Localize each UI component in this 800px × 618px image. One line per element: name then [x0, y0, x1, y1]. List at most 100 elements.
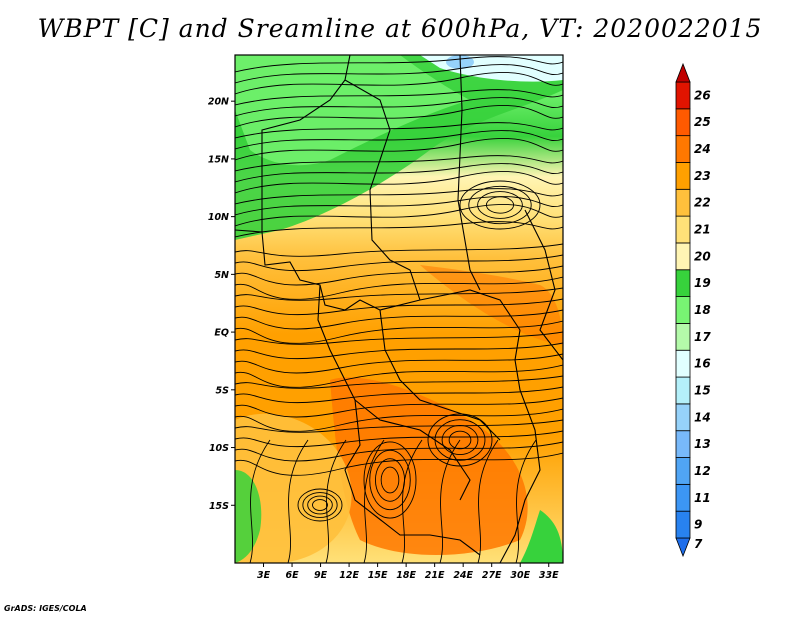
lon-tick-label: 3E — [257, 570, 271, 581]
colorbar-box — [675, 215, 691, 244]
credit-label: GrADS: IGES/COLA — [4, 604, 87, 613]
colorbar-box — [675, 62, 691, 83]
streamline — [235, 64, 563, 84]
streamline — [235, 56, 563, 73]
streamline — [235, 122, 563, 139]
streamline — [297, 488, 343, 522]
colorbar-label: 15 — [694, 383, 711, 397]
streamline — [235, 408, 563, 432]
streamline — [235, 163, 563, 183]
streamline — [369, 449, 411, 511]
lat-tick-label: 5N — [214, 270, 229, 281]
colorbar-label: 26 — [694, 88, 711, 102]
streamline — [287, 439, 309, 563]
streamline — [235, 155, 563, 172]
colorbar-label: 24 — [694, 142, 711, 156]
colorbar-label: 19 — [694, 276, 711, 290]
colorbar-label: 21 — [694, 223, 711, 237]
colorbar-box — [675, 537, 691, 558]
streamline — [434, 419, 486, 461]
streamline — [448, 430, 472, 450]
colorbar-label: 14 — [694, 410, 711, 424]
colorbar-box — [675, 457, 691, 485]
streamline — [235, 89, 563, 106]
streamline — [485, 196, 515, 214]
colorbar-label: 9 — [694, 518, 702, 532]
colorbar-label: 16 — [694, 357, 711, 371]
colorbar-box — [675, 349, 691, 378]
streamline — [235, 254, 563, 272]
lon-tick-label: 30E — [510, 570, 530, 581]
streamline — [302, 492, 338, 518]
streamline — [235, 204, 563, 227]
streamline — [477, 439, 499, 563]
colorbar-label: 20 — [694, 249, 711, 263]
streamline — [427, 413, 493, 467]
streamline — [249, 439, 271, 563]
lon-tick-label: 33E — [539, 570, 559, 581]
streamline — [235, 72, 563, 95]
lat-tick-label: EQ — [214, 328, 229, 339]
colorbar-box — [675, 81, 691, 110]
colorbar-label: 7 — [694, 537, 703, 551]
lat-tick-label: 10N — [208, 212, 229, 223]
streamline — [235, 342, 563, 360]
colorbar-box — [675, 376, 691, 405]
streamline — [235, 276, 563, 300]
streamline — [235, 353, 563, 374]
streamline — [235, 265, 563, 286]
colorbar-box — [675, 510, 691, 539]
latitude-axis: 20N 15N 10N 5N EQ 5S 10S 15S — [208, 97, 235, 512]
streamline — [439, 439, 461, 563]
streamline — [235, 320, 563, 344]
colorbar-box — [675, 269, 691, 297]
streamline — [235, 171, 563, 194]
country-borders — [235, 55, 563, 563]
map-frame — [234, 54, 564, 564]
streamline — [235, 105, 563, 128]
streamline — [477, 191, 523, 219]
colorbar-box — [675, 296, 691, 324]
colorbar-label: 23 — [694, 169, 711, 183]
colorbar-box — [675, 108, 691, 137]
colorbar-box — [675, 430, 691, 458]
streamline — [235, 331, 563, 345]
lat-tick-label: 20N — [208, 97, 229, 108]
streamline — [363, 441, 417, 519]
streamline — [235, 130, 563, 150]
lat-tick-label: 15S — [209, 501, 229, 512]
streamline — [235, 386, 563, 404]
colorbar-box — [675, 188, 691, 217]
streamline — [441, 424, 479, 456]
streamline — [468, 185, 532, 225]
streamline — [325, 439, 347, 563]
colorbar-box — [675, 242, 691, 271]
streamline — [235, 188, 563, 205]
lat-tick-label: 10S — [209, 443, 229, 454]
streamline — [312, 499, 328, 511]
chart-title: WBPT [C] and Sreamline at 600hPa, VT: 20… — [37, 14, 763, 43]
lon-tick-label: 6E — [285, 570, 299, 581]
streamline — [459, 180, 541, 230]
streamline — [235, 287, 563, 301]
lon-tick-label: 15E — [368, 570, 388, 581]
colorbar-box — [675, 323, 691, 351]
streamline — [235, 196, 563, 216]
colorbar-box — [675, 403, 691, 432]
lon-tick-label: 27E — [482, 570, 502, 581]
colorbar-label: 22 — [694, 196, 711, 210]
streamline — [515, 439, 537, 563]
streamline — [235, 364, 563, 388]
streamline — [380, 466, 400, 494]
streamline — [235, 397, 563, 418]
colorbar-box — [675, 135, 691, 163]
streamline — [235, 430, 563, 448]
longitude-axis: 3E 6E 9E 12E 15E 18E 21E 24E 27E 30E 33E — [257, 563, 559, 581]
lon-tick-label: 18E — [396, 570, 416, 581]
streamline — [307, 495, 333, 515]
streamline — [235, 97, 563, 117]
streamline — [235, 419, 563, 433]
colorbar-label: 11 — [694, 491, 711, 505]
lon-tick-label: 21E — [425, 570, 445, 581]
